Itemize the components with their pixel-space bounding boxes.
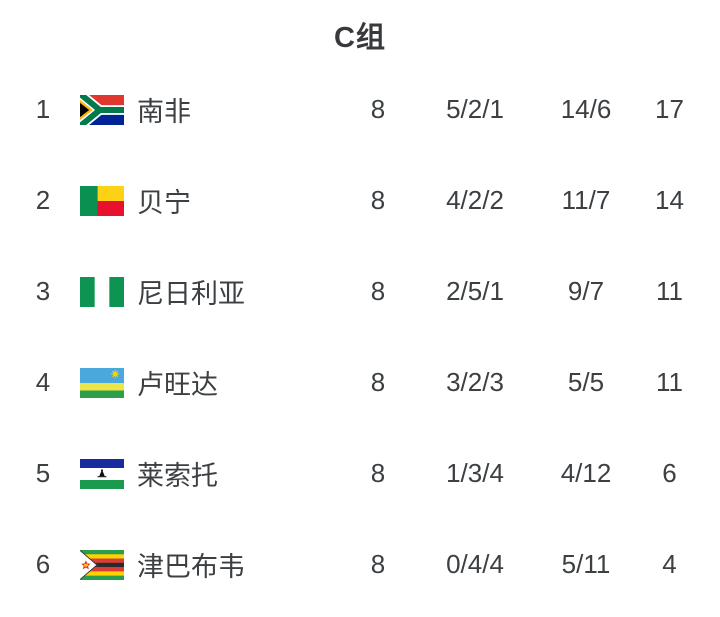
flag-south-africa-icon: [80, 94, 124, 125]
matches-played-cell: 8: [370, 549, 386, 579]
team-row[interactable]: 6 津巴布韦 8 0/4/4 5/11 4: [0, 519, 720, 610]
goals-for-against-cell: 9/7: [567, 276, 605, 306]
team-row[interactable]: 1 南非 8 5/2/1 14/6 17: [0, 64, 720, 155]
team-name: 莱索托: [137, 461, 218, 491]
team-row[interactable]: 5 莱索托 8 1/3/4 4/12 6: [0, 428, 720, 519]
points-cell: 11: [656, 276, 683, 306]
win-draw-loss-cell: 0/4/4: [446, 549, 504, 579]
team-row[interactable]: 4 卢旺达 8 3/2/3 5/5 11: [0, 337, 720, 428]
standings-rows: 1 南非 8 5/2/1 14/6 17 2 贝宁 8 4/2/2 11/7 1…: [0, 64, 720, 610]
goals-for-against-cell: 4/12: [560, 458, 612, 488]
goals-for-against-cell: 5/11: [561, 549, 611, 579]
flag-lesotho-icon: [80, 458, 124, 489]
flag-benin-icon: [80, 185, 124, 216]
win-draw-loss-cell: 2/5/1: [446, 276, 504, 306]
team-name: 尼日利亚: [137, 279, 245, 309]
rank-cell: 1: [35, 94, 51, 124]
rank-cell: 3: [35, 276, 51, 306]
goals-for-against-cell: 14/6: [560, 94, 612, 124]
points-cell: 11: [656, 367, 683, 397]
win-draw-loss-cell: 3/2/3: [446, 367, 504, 397]
rank-cell: 4: [35, 367, 51, 397]
points-cell: 4: [662, 549, 677, 579]
flag-rwanda-icon: [80, 367, 124, 398]
points-cell: 6: [662, 458, 677, 488]
rank-cell: 2: [35, 185, 51, 215]
team-row[interactable]: 2 贝宁 8 4/2/2 11/7 14: [0, 155, 720, 246]
flag-nigeria-icon: [80, 276, 124, 307]
win-draw-loss-cell: 5/2/1: [446, 94, 504, 124]
group-title: C组: [334, 22, 386, 54]
team-name: 卢旺达: [137, 370, 218, 400]
team-row[interactable]: 3 尼日利亚 8 2/5/1 9/7 11: [0, 246, 720, 337]
rank-cell: 6: [35, 549, 51, 579]
win-draw-loss-cell: 4/2/2: [446, 185, 504, 215]
matches-played-cell: 8: [370, 458, 386, 488]
matches-played-cell: 8: [370, 94, 386, 124]
rank-cell: 5: [35, 458, 51, 488]
points-cell: 17: [655, 94, 684, 124]
matches-played-cell: 8: [370, 185, 386, 215]
flag-zimbabwe-icon: [80, 549, 124, 580]
team-name: 南非: [137, 97, 191, 127]
team-name: 贝宁: [137, 188, 191, 218]
matches-played-cell: 8: [370, 367, 386, 397]
goals-for-against-cell: 11/7: [561, 185, 611, 215]
win-draw-loss-cell: 1/3/4: [446, 458, 504, 488]
team-name: 津巴布韦: [137, 552, 245, 582]
goals-for-against-cell: 5/5: [567, 367, 605, 397]
matches-played-cell: 8: [370, 276, 386, 306]
points-cell: 14: [655, 185, 684, 215]
